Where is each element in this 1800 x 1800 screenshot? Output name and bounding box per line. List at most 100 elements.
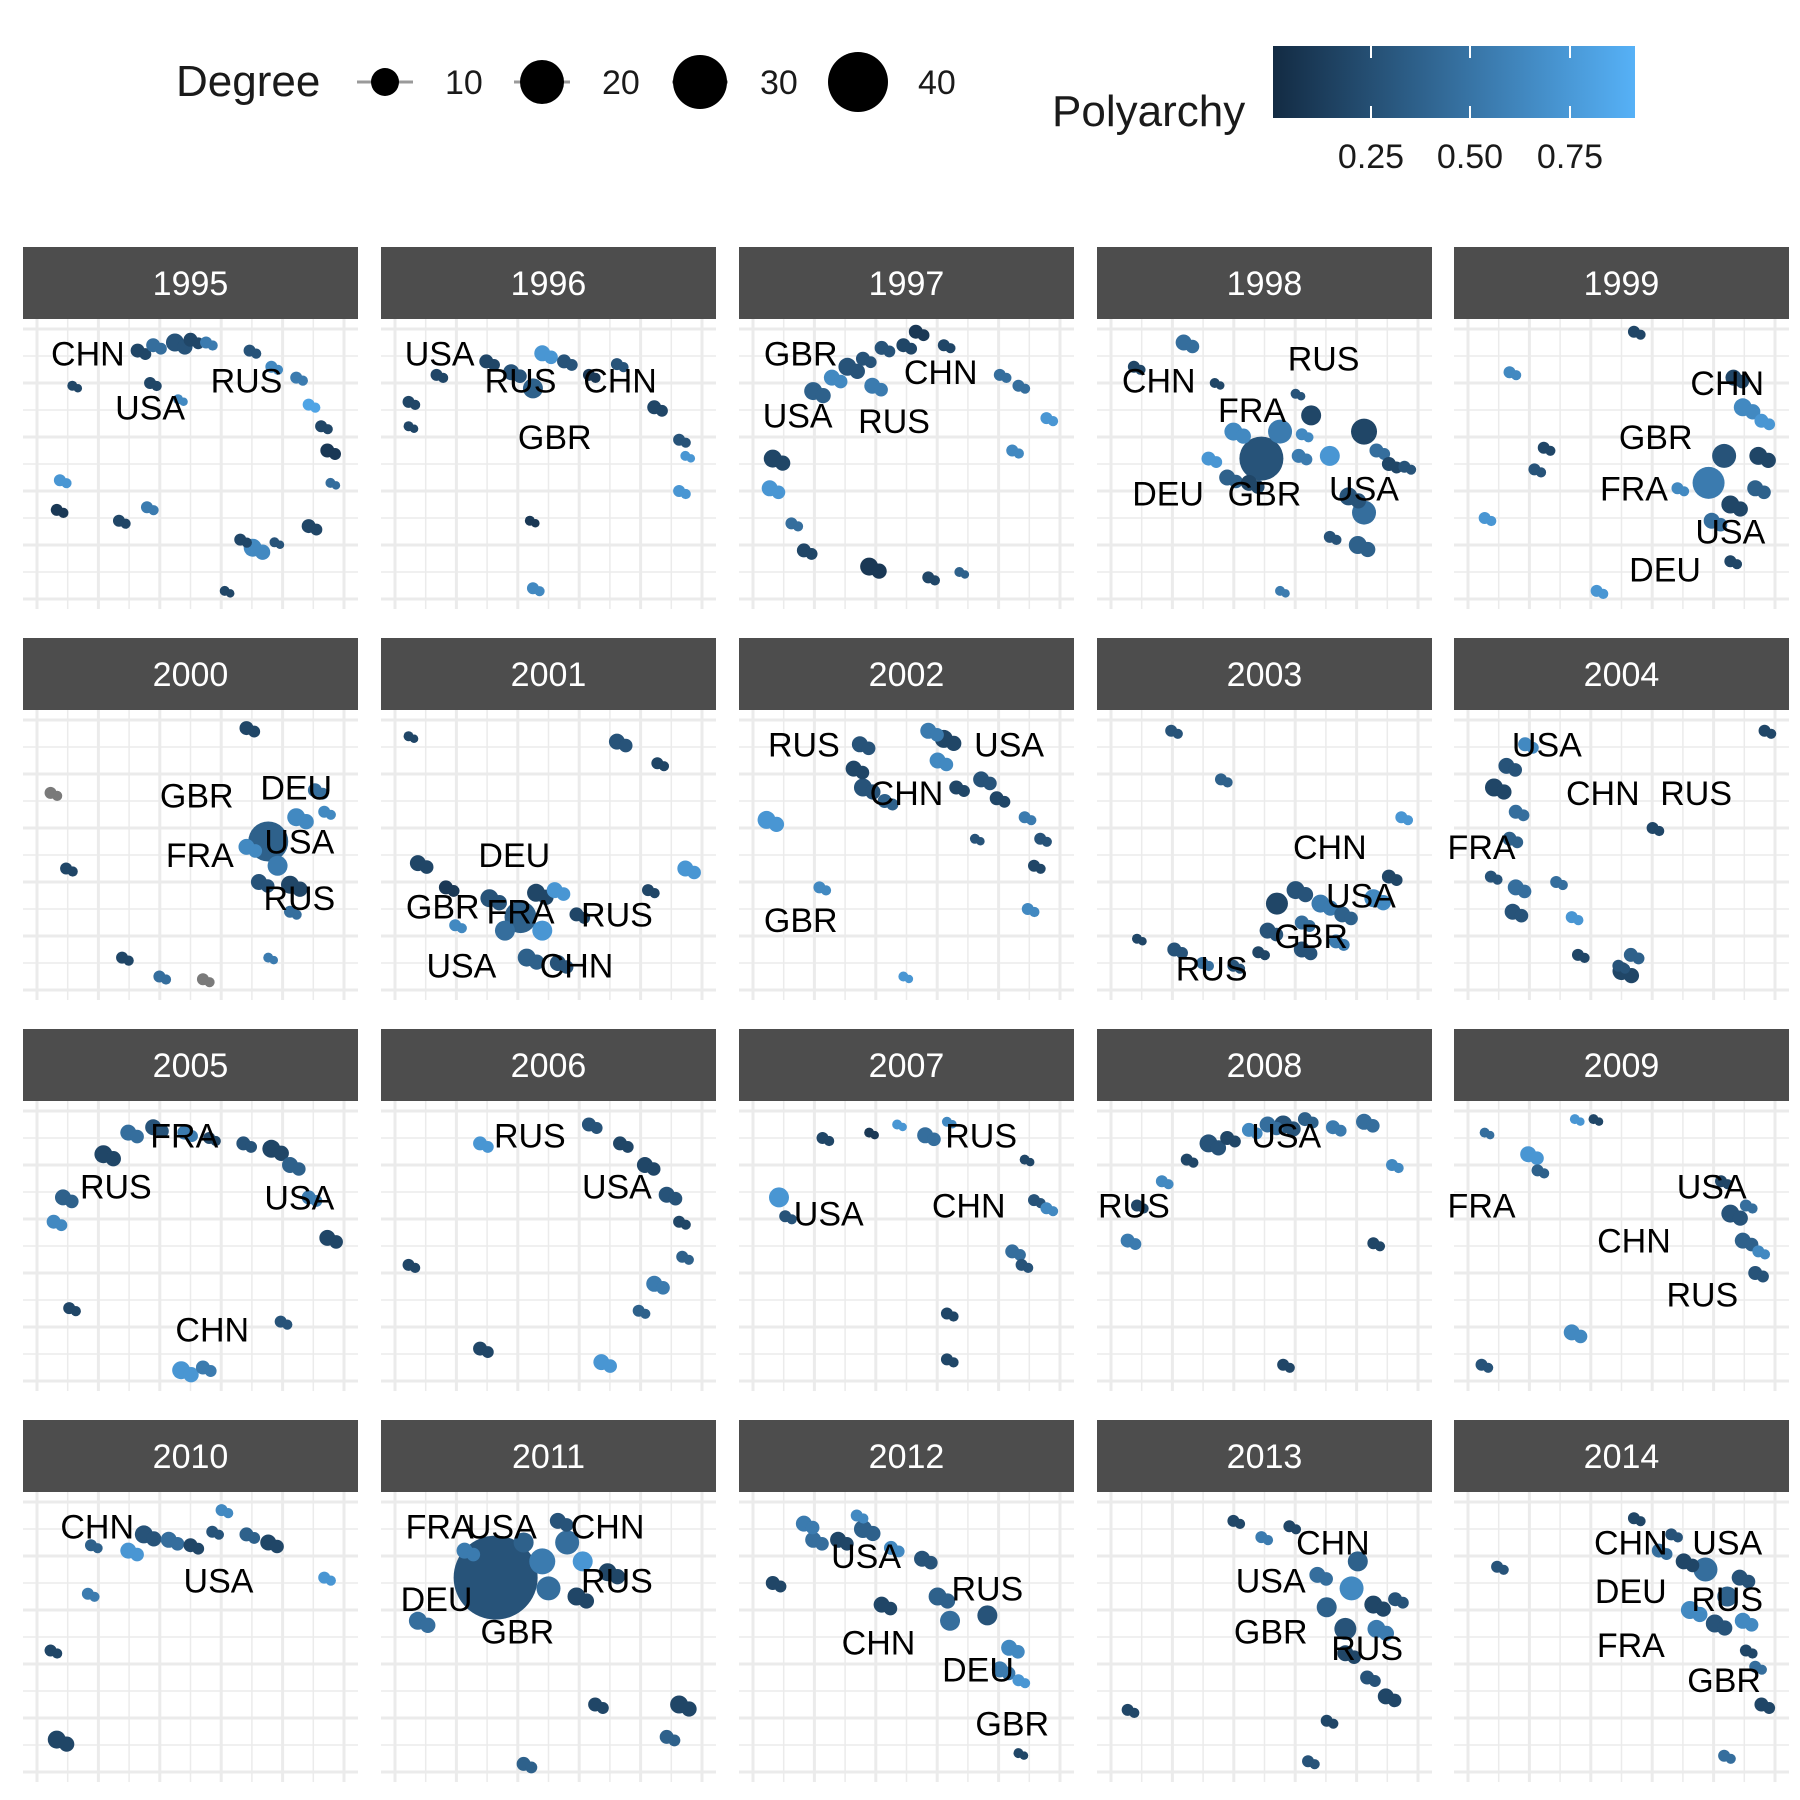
network-node — [297, 375, 308, 386]
network-node — [1378, 448, 1391, 460]
network-node — [1250, 1127, 1263, 1140]
country-label-rus: RUS — [581, 896, 653, 934]
panel-nodes — [757, 722, 1052, 984]
panel-labels: CHN USA DEU RUS FRA GBR — [1594, 1525, 1763, 1701]
network-node — [1619, 963, 1631, 974]
network-node — [1483, 1362, 1494, 1373]
network-node — [210, 1135, 221, 1147]
panel-nodes — [1484, 724, 1777, 984]
network-node — [1594, 1117, 1604, 1126]
network-node — [655, 404, 668, 417]
facet-panel-1995: 1995 CHN RUS USA — [23, 247, 358, 609]
country-label-usa: USA — [405, 335, 475, 373]
network-node — [1763, 1702, 1776, 1714]
network-node — [649, 888, 660, 899]
network-node — [1366, 1119, 1380, 1133]
network-node — [105, 1151, 121, 1167]
network-node — [960, 570, 970, 579]
network-node — [409, 424, 419, 433]
network-node — [1654, 825, 1665, 837]
network-node — [273, 1145, 289, 1161]
network-node — [241, 537, 252, 548]
country-label-usa: USA — [264, 1179, 334, 1217]
panel-labels: DEU GBR FRA RUS USA CHN — [406, 837, 653, 986]
network-node — [572, 1551, 593, 1572]
facet-panel-2002: 2002 RUS USA CHN GBR — [739, 638, 1074, 1000]
network-node — [768, 1187, 789, 1208]
network-node — [186, 1130, 198, 1143]
polyarchy-legend: Polyarchy 0.25 0.50 0.75 — [1052, 46, 1635, 176]
network-node — [410, 399, 421, 410]
network-node — [1402, 815, 1414, 826]
country-label-gbr: GBR — [975, 1705, 1049, 1743]
network-node — [245, 1140, 258, 1153]
degree-legend: Degree 10 20 30 40 — [176, 52, 956, 112]
country-label-fra: FRA — [166, 837, 234, 875]
country-label-usa: USA — [831, 1538, 901, 1576]
network-node — [945, 343, 956, 354]
facet-strip-label: 2001 — [511, 656, 587, 694]
network-node — [1235, 428, 1251, 444]
facet-strip — [1454, 1029, 1789, 1101]
country-label-fra: FRA — [1448, 829, 1516, 867]
network-node — [1517, 884, 1532, 899]
panel-nodes — [768, 1116, 1059, 1368]
country-label-rus: RUS — [1331, 1630, 1403, 1668]
network-node — [1188, 1157, 1199, 1168]
panel-nodes — [761, 324, 1059, 586]
network-node — [438, 372, 449, 383]
network-node — [329, 1235, 343, 1249]
network-node — [291, 909, 302, 920]
network-node — [531, 518, 540, 528]
network-node — [1228, 1135, 1241, 1148]
network-node — [898, 1122, 907, 1132]
network-node — [1573, 1329, 1588, 1344]
network-node — [870, 1130, 879, 1140]
network-node — [1001, 372, 1012, 383]
network-node — [1316, 1597, 1337, 1618]
network-node — [904, 974, 914, 984]
network-node — [768, 816, 785, 833]
network-node — [1692, 466, 1725, 499]
network-node — [1344, 911, 1358, 926]
country-label-rus: RUS — [768, 726, 840, 764]
panel-grid — [381, 1101, 716, 1391]
panel-grid — [23, 319, 358, 609]
network-node — [1579, 952, 1590, 964]
network-node — [254, 544, 271, 560]
network-node — [1284, 1362, 1295, 1373]
country-label-chn: CHN — [1122, 362, 1196, 400]
panel-grid — [1454, 319, 1789, 609]
network-node — [1347, 1650, 1361, 1664]
network-node — [248, 725, 261, 738]
panel-labels: RUS USA — [494, 1117, 652, 1206]
country-label-chn: CHN — [904, 354, 978, 392]
facet-strip — [739, 1029, 1074, 1101]
network-node — [1374, 1241, 1386, 1252]
network-node — [892, 1545, 905, 1558]
network-node — [939, 1593, 956, 1609]
network-node — [1722, 1179, 1733, 1190]
country-label-rus: RUS — [581, 1562, 653, 1600]
network-node — [481, 1140, 494, 1153]
network-node — [815, 1537, 829, 1551]
network-node — [1303, 946, 1318, 961]
panel-labels: GBR CHN USA RUS — [763, 335, 978, 441]
network-node — [939, 757, 954, 772]
country-label-usa: USA — [1329, 470, 1399, 508]
network-node — [590, 372, 601, 383]
country-label-chn: CHN — [1597, 1223, 1671, 1261]
network-node — [1732, 501, 1748, 517]
network-node — [1756, 1664, 1767, 1675]
country-label-rus: RUS — [485, 362, 557, 400]
country-label-chn: CHN — [1293, 829, 1367, 867]
network-node — [590, 1122, 603, 1134]
country-label-chn: CHN — [1566, 775, 1640, 813]
country-label-chn: CHN — [540, 948, 614, 986]
degree-key-label: 10 — [445, 64, 483, 102]
panel-grid — [739, 710, 1074, 1000]
